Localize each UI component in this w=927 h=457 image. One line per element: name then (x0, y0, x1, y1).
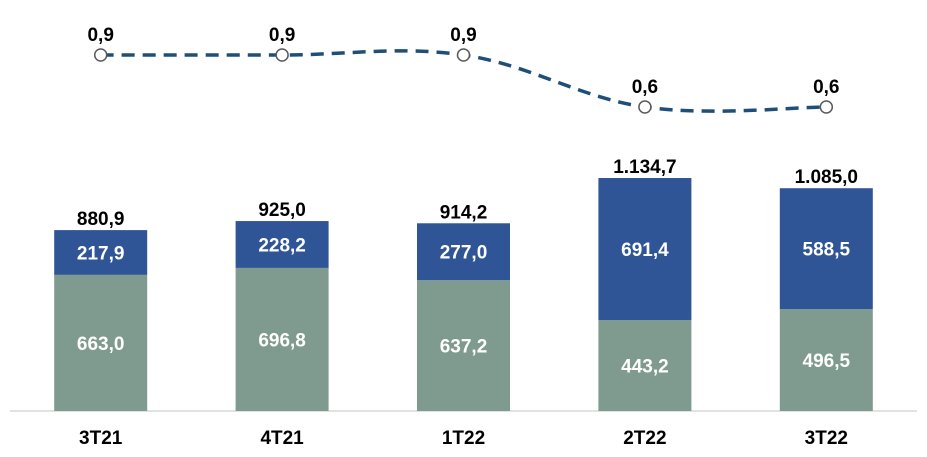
line-value-label: 0,9 (87, 25, 113, 46)
bar-value-label: 496,5 (803, 351, 851, 372)
bars-layer (54, 178, 873, 411)
line-point-marker (819, 100, 834, 114)
line-value-label: 0,9 (450, 25, 476, 46)
bar-segment-upper-3T22 (779, 188, 873, 310)
line-point-marker (638, 100, 652, 114)
bar-total-label: 880,9 (77, 209, 125, 230)
ticks-layer: 3T21 4T21 1T22 2T22 3T22 (79, 428, 848, 449)
line-point-marker (93, 48, 108, 62)
x-tick-label: 4T21 (260, 428, 304, 449)
bar-segment-upper-4T21 (235, 221, 329, 268)
line-layer: 0,9 0,9 0,9 0,6 0,6 (87, 25, 840, 114)
line-value-label: 0,6 (632, 77, 658, 98)
bar-total-label: 925,0 (258, 200, 306, 221)
bar-segment-upper-3T21 (54, 230, 148, 275)
bar-value-label: 443,2 (621, 356, 669, 377)
bar-segment-upper-2T22 (598, 178, 692, 320)
bar-total-label: 914,2 (440, 202, 488, 223)
bar-segment-upper-1T22 (417, 223, 510, 281)
bar-total-label: 1.085,0 (795, 167, 858, 188)
line-value-label: 0,9 (269, 25, 295, 46)
bar-segment-lower-3T22 (779, 309, 873, 411)
bar-value-label: 696,8 (258, 330, 306, 351)
bar-value-label: 691,4 (621, 240, 669, 261)
labels-layer: 663,0 217,9 880,9 696,8 228,2 925,0 637,2 277,0… (77, 157, 858, 377)
x-tick-label: 3T22 (805, 428, 848, 449)
bar-segment-lower-2T22 (598, 319, 692, 411)
bar-value-label: 588,5 (803, 240, 851, 261)
bar-total-label: 1.134,7 (613, 157, 676, 178)
x-tick-label: 2T22 (623, 428, 666, 449)
x-tick-label: 3T21 (79, 428, 123, 449)
bar-segment-lower-1T22 (417, 280, 510, 411)
bar-value-label: 217,9 (77, 243, 125, 264)
bar-segment-lower-4T21 (235, 267, 329, 411)
bar-value-label: 228,2 (258, 235, 306, 256)
line-point-marker (275, 48, 289, 62)
x-tick-label: 1T22 (442, 428, 485, 449)
bar-value-label: 637,2 (440, 337, 488, 358)
line-point-marker (456, 48, 471, 62)
line-value-label: 0,6 (813, 77, 839, 98)
bar-value-label: 663,0 (77, 334, 125, 355)
bar-value-label: 277,0 (440, 243, 488, 264)
bar-segment-lower-3T21 (54, 274, 148, 411)
